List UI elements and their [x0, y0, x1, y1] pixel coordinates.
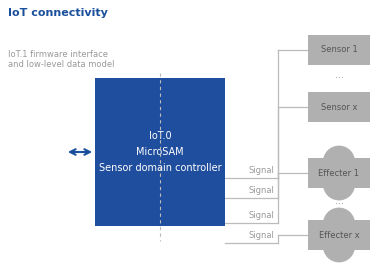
Text: IoT connectivity: IoT connectivity [8, 8, 108, 18]
Circle shape [323, 146, 355, 178]
Text: Signal: Signal [248, 211, 274, 220]
Text: ···: ··· [334, 73, 344, 83]
Circle shape [323, 230, 355, 262]
Text: Effecter x: Effecter x [319, 231, 359, 240]
Text: Signal: Signal [248, 166, 274, 175]
Circle shape [323, 208, 355, 240]
Text: Sensor x: Sensor x [321, 102, 357, 111]
Text: and low-level data model: and low-level data model [8, 60, 114, 69]
Text: IoT.1 firmware interface: IoT.1 firmware interface [8, 50, 108, 59]
Bar [308, 158, 370, 188]
Circle shape [323, 168, 355, 200]
Bar [95, 78, 225, 226]
Bar [308, 35, 370, 65]
Text: IoT.0
MicroSAM
Sensor domain controller: IoT.0 MicroSAM Sensor domain controller [99, 131, 221, 173]
Bar [308, 92, 370, 122]
Bar [308, 220, 370, 250]
Text: Signal: Signal [248, 231, 274, 240]
Text: Effecter 1: Effecter 1 [318, 169, 359, 178]
Text: Signal: Signal [248, 186, 274, 195]
Text: ···: ··· [334, 199, 344, 209]
Text: Sensor 1: Sensor 1 [321, 46, 358, 54]
